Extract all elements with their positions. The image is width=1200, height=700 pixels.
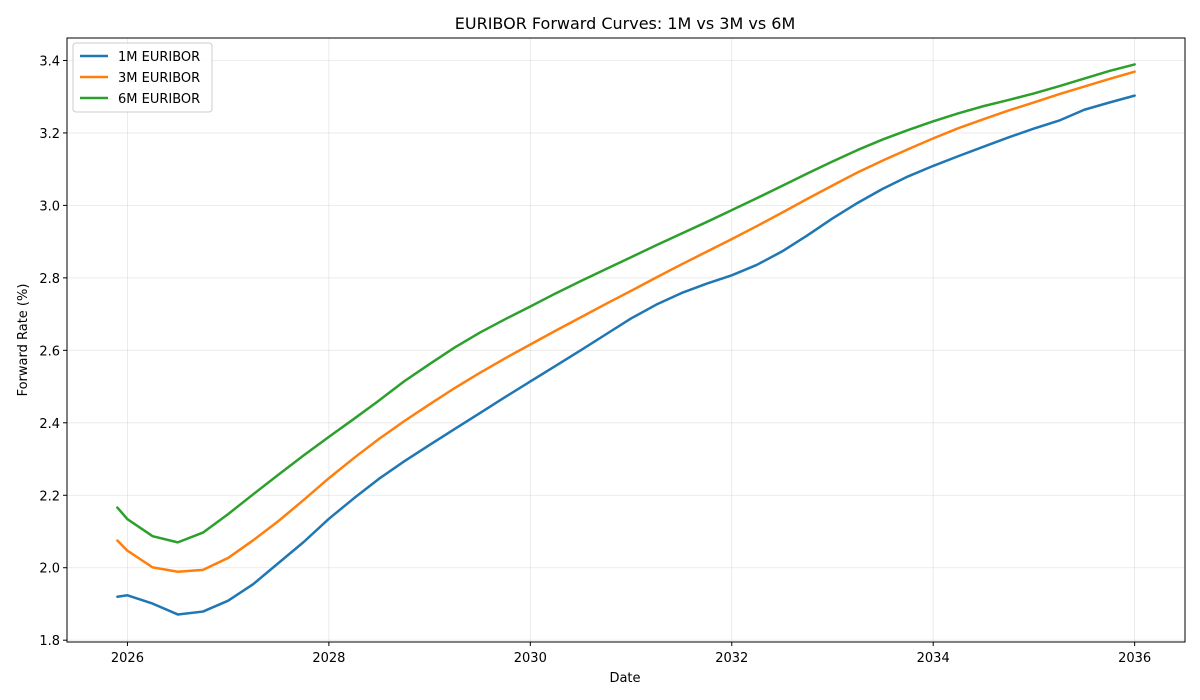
- x-axis-label: Date: [609, 671, 640, 686]
- y-tick-label: 3.4: [39, 54, 60, 69]
- x-axis-ticks: 2026 2028 2030 2032 2034 2036: [111, 642, 1151, 666]
- x-tick-label: 2030: [514, 651, 547, 666]
- y-tick-label: 3.0: [39, 199, 60, 214]
- chart-title: EURIBOR Forward Curves: 1M vs 3M vs 6M: [455, 14, 796, 33]
- x-tick-label: 2036: [1118, 651, 1151, 666]
- y-tick-label: 3.2: [39, 127, 60, 142]
- legend-label-1m: 1M EURIBOR: [118, 50, 200, 65]
- legend-label-3m: 3M EURIBOR: [118, 71, 200, 86]
- y-tick-label: 2.2: [39, 489, 60, 504]
- series-lines: [116, 63, 1136, 616]
- legend-frame: [72, 42, 213, 113]
- y-tick-label: 1.8: [39, 634, 60, 649]
- legend: 1M EURIBOR 3M EURIBOR 6M EURIBOR: [72, 42, 213, 113]
- x-tick-label: 2032: [715, 651, 748, 666]
- y-tick-label: 2.6: [39, 344, 60, 359]
- x-tick-label: 2028: [312, 651, 345, 666]
- y-axis-ticks: 1.8 2.0 2.2 2.4 2.6 2.8 3.0 3.2 3.4: [39, 54, 67, 649]
- series-line-6m: [116, 63, 1136, 544]
- y-tick-label: 2.8: [39, 272, 60, 287]
- series-line-3m: [116, 70, 1136, 573]
- plot-area-frame: [66, 37, 1186, 643]
- x-tick-label: 2034: [917, 651, 950, 666]
- legend-label-6m: 6M EURIBOR: [118, 92, 200, 107]
- y-tick-label: 2.0: [39, 562, 60, 577]
- grid: [67, 38, 1185, 642]
- y-axis-label: Forward Rate (%): [16, 284, 31, 397]
- x-tick-label: 2026: [111, 651, 144, 666]
- y-tick-label: 2.4: [39, 417, 60, 432]
- series-line-1m: [116, 94, 1136, 616]
